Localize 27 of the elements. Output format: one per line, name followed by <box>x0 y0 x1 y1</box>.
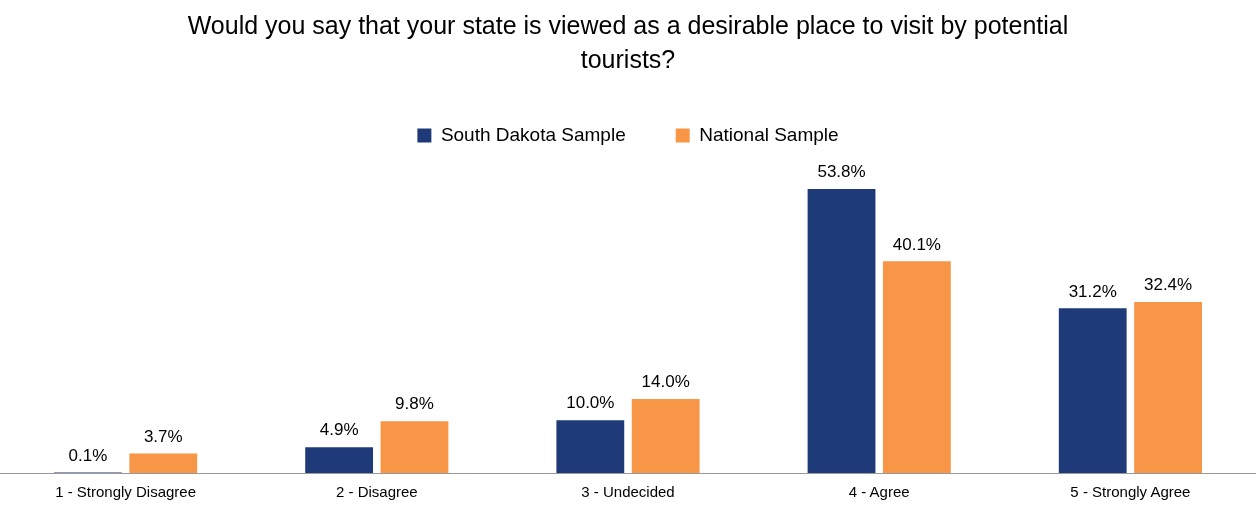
x-tick-label: 1 - Strongly Disagree <box>55 483 197 501</box>
bar <box>380 421 449 473</box>
bar <box>631 399 700 473</box>
bar <box>807 189 876 473</box>
legend-label: South Dakota Sample <box>440 123 626 145</box>
data-label: 53.8% <box>817 162 866 182</box>
data-label: 0.1% <box>68 445 108 465</box>
data-label: 31.2% <box>1068 281 1117 301</box>
x-tick-label: 5 - Strongly Agree <box>1070 483 1191 501</box>
data-label: 40.1% <box>892 234 941 254</box>
data-label: 9.8% <box>395 394 434 414</box>
bar <box>1058 308 1127 473</box>
chart-title: Would you say that your state is viewed as a desirable place to visit by potential tourists? <box>186 10 1070 75</box>
data-label: 14.0% <box>641 372 690 392</box>
bar <box>882 261 951 473</box>
data-label: 4.9% <box>319 420 359 440</box>
data-label: 32.4% <box>1143 275 1193 295</box>
legend-label: National Sample <box>699 123 839 145</box>
bar <box>556 420 625 473</box>
bar <box>305 447 374 473</box>
bar <box>1134 302 1202 473</box>
x-tick-label: 3 - Undecided <box>581 483 675 501</box>
data-label: 10.0% <box>566 393 615 413</box>
x-tick-label: 2 - Disagree <box>335 483 418 501</box>
x-tick-label: 4 - Agree <box>848 483 910 501</box>
bar <box>129 453 198 473</box>
data-label: 3.7% <box>143 426 183 446</box>
